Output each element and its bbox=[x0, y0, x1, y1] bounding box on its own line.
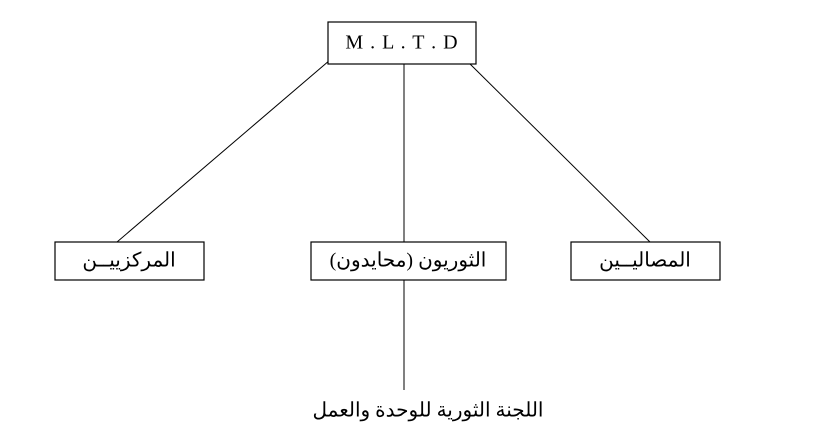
node-box bbox=[310, 241, 507, 281]
node-label: M . L . T . D bbox=[345, 32, 458, 54]
node-label: المركزييــن bbox=[82, 250, 175, 272]
edge bbox=[465, 59, 651, 243]
node-box bbox=[54, 241, 205, 281]
edge bbox=[116, 59, 331, 243]
node-box bbox=[570, 241, 721, 281]
node-box bbox=[327, 21, 477, 65]
node-label: المصاليــين bbox=[599, 250, 691, 272]
node-label: الثوريون (محايدون) bbox=[330, 250, 487, 272]
caption: اللجنة الثورية للوحدة والعمل bbox=[313, 400, 544, 422]
